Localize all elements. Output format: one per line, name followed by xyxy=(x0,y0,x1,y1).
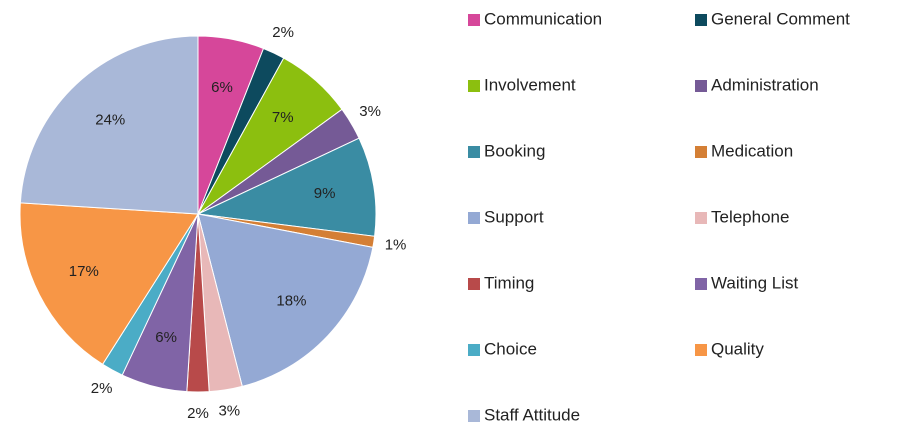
legend-swatch xyxy=(468,410,480,422)
data-label: 24% xyxy=(95,112,125,129)
legend-swatch xyxy=(468,212,480,224)
pie-slice xyxy=(19,202,199,365)
data-label: 3% xyxy=(218,403,240,420)
data-label: 1% xyxy=(385,236,407,253)
legend-label: Choice xyxy=(484,339,537,358)
legend-label: Communication xyxy=(484,9,602,28)
legend-swatch xyxy=(695,344,707,356)
legend-swatch xyxy=(468,146,480,158)
data-label: 6% xyxy=(155,329,177,346)
legend-swatch xyxy=(695,146,707,158)
legend-label: General Comment xyxy=(711,9,850,28)
legend-swatch xyxy=(468,14,480,26)
data-label: 7% xyxy=(272,109,294,126)
legend-swatch xyxy=(695,14,707,26)
pie-slice xyxy=(19,35,199,215)
data-label: 3% xyxy=(359,103,381,120)
legend-label: Medication xyxy=(711,141,793,160)
data-label: 2% xyxy=(187,405,209,422)
pie-slice xyxy=(196,137,377,237)
data-label: 2% xyxy=(91,380,113,397)
legend-label: Telephone xyxy=(711,207,789,226)
legend-swatch xyxy=(468,278,480,290)
data-label: 9% xyxy=(314,185,336,202)
data-label: 18% xyxy=(276,293,306,310)
pie-slice xyxy=(197,213,374,388)
legend-label: Staff Attitude xyxy=(484,405,580,424)
legend-swatch xyxy=(695,278,707,290)
legend-swatch xyxy=(695,212,707,224)
legend-label: Support xyxy=(484,207,544,226)
data-label: 17% xyxy=(69,263,99,280)
legend-label: Booking xyxy=(484,141,545,160)
legend-swatch xyxy=(695,80,707,92)
data-label: 2% xyxy=(272,24,294,41)
legend-swatch xyxy=(468,344,480,356)
legend-label: Involvement xyxy=(484,75,576,94)
legend-swatch xyxy=(468,80,480,92)
legend-label: Waiting List xyxy=(711,273,799,292)
legend-label: Administration xyxy=(711,75,819,94)
legend-label: Quality xyxy=(711,339,764,358)
legend-label: Timing xyxy=(484,273,534,292)
data-label: 6% xyxy=(211,79,233,96)
